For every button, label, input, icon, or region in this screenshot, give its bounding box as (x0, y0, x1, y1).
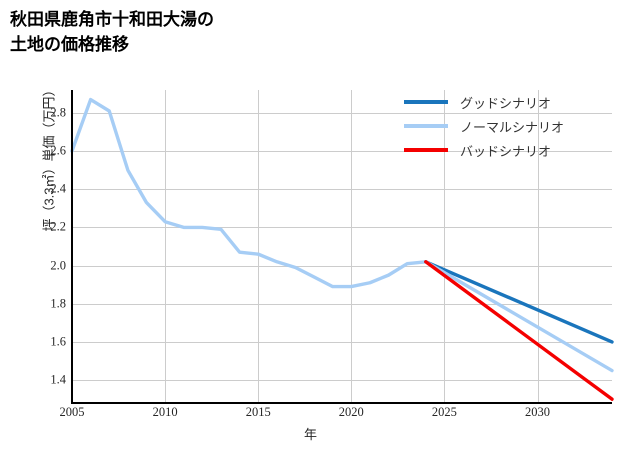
legend-item-label: ノーマルシナリオ (460, 119, 565, 135)
y-tick-label: 2.0 (50, 258, 66, 273)
gridline-vertical (351, 90, 353, 403)
x-tick-label: 2010 (152, 405, 178, 419)
y-tick-label: 2.4 (50, 181, 66, 196)
gridline-horizontal (72, 151, 612, 153)
legend-item[interactable]: バッドシナリオ (404, 138, 619, 162)
x-axis-title: 年 (303, 427, 317, 442)
gridline-vertical (258, 90, 260, 403)
legend-color-swatch (404, 100, 448, 104)
legend-color-swatch (404, 148, 448, 152)
x-tick-label: 2030 (525, 405, 551, 419)
x-tick-label: 2025 (431, 405, 457, 419)
series-line (424, 260, 614, 373)
y-tick-label: 1.6 (50, 334, 66, 349)
legend-item-label: バッドシナリオ (460, 143, 552, 159)
series-line (424, 260, 614, 344)
y-tick-label: 1.8 (50, 296, 66, 311)
y-tick-label: 2.8 (50, 105, 66, 120)
x-axis-tick-labels: 2005 2010 2015 2020 2025 2030 (60, 405, 617, 425)
series-line (70, 97, 428, 289)
gridline-horizontal (72, 227, 612, 229)
y-axis-tick-labels: 1.4 1.6 1.8 2.0 2.2 2.4 2.6 2.8 (0, 90, 72, 403)
gridline-horizontal (72, 341, 612, 343)
x-tick-label: 2015 (245, 405, 271, 419)
gridline-horizontal (72, 112, 612, 114)
y-tick-label: 2.2 (50, 219, 66, 234)
plot-area (70, 90, 614, 404)
y-axis-title: 坪（3.3㎡）単価（万円） (41, 83, 57, 232)
gridline-vertical (537, 90, 539, 403)
chart-legend: グッドシナリオ ノーマルシナリオ バッドシナリオ (404, 90, 619, 162)
y-tick-label: 2.6 (50, 143, 66, 158)
legend-item[interactable]: グッドシナリオ (404, 90, 619, 114)
y-tick-label: 1.4 (50, 372, 66, 387)
page-title: 秋田県鹿角市十和田大湯の 土地の価格推移 (10, 10, 214, 54)
x-tick-label: 2020 (338, 405, 364, 419)
gridline-horizontal (72, 265, 612, 267)
gridline-vertical (165, 90, 167, 403)
gridline-horizontal (72, 380, 612, 382)
x-axis-line (71, 402, 612, 404)
legend-color-swatch (404, 124, 448, 128)
gridline-horizontal (72, 189, 612, 191)
gridline-horizontal (72, 303, 612, 305)
legend-item[interactable]: ノーマルシナリオ (404, 114, 619, 138)
legend-item-label: グッドシナリオ (460, 95, 552, 111)
x-tick-label: 2005 (59, 405, 85, 419)
series-container (70, 97, 614, 401)
gridline-vertical (444, 90, 446, 403)
series-line (424, 260, 614, 401)
y-axis-line (71, 90, 73, 403)
